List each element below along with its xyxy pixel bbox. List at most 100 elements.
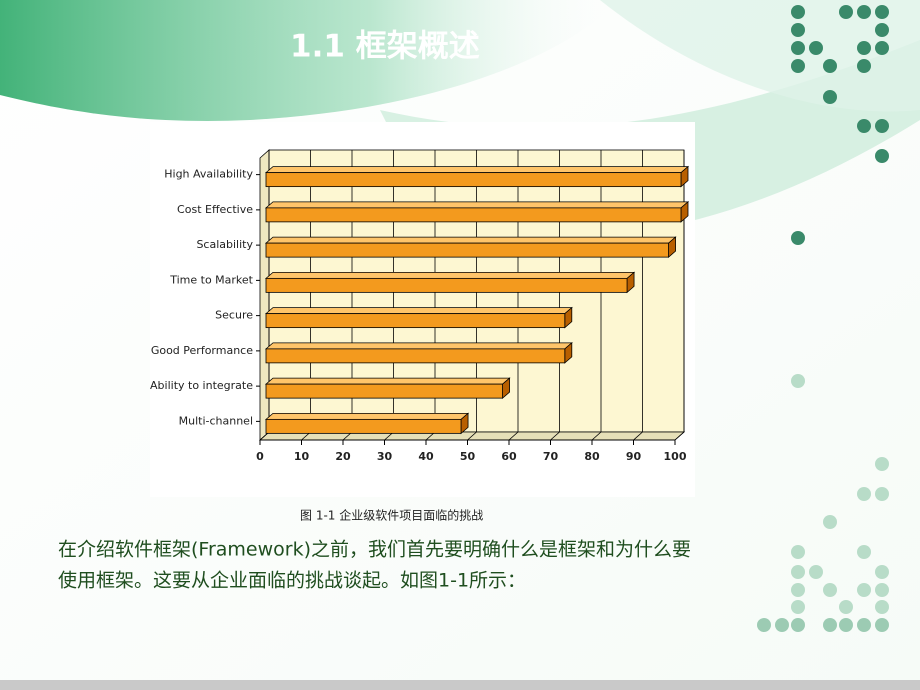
dot [823, 618, 837, 632]
grid-line [508, 431, 519, 441]
x-tick-label: 0 [256, 450, 264, 463]
bar-front [265, 172, 682, 188]
dot [857, 59, 871, 73]
swoosh [600, 0, 920, 112]
dot [875, 565, 889, 579]
grid-line [550, 431, 560, 441]
bar-front [265, 418, 462, 434]
dot [857, 545, 871, 559]
x-tick-label: 50 [460, 450, 476, 463]
bar-front [265, 313, 566, 329]
bar-top [264, 236, 677, 244]
dot [875, 119, 889, 133]
dot [875, 583, 889, 597]
dot [757, 618, 771, 632]
bar [264, 412, 470, 435]
dot [791, 374, 805, 388]
dot [839, 600, 853, 614]
dot [839, 5, 853, 19]
bar [264, 306, 573, 329]
bar [264, 377, 511, 399]
x-tick-label: 40 [418, 450, 434, 463]
bar-front [265, 242, 669, 258]
bar [264, 201, 690, 223]
x-tick-label: 80 [584, 450, 600, 463]
dot [839, 618, 853, 632]
dot [875, 5, 889, 19]
dot [875, 149, 889, 163]
dot [823, 583, 837, 597]
dot [823, 90, 837, 104]
body-text: 在介绍软件框架(Framework)之前，我们首先要明确什么是框架和为什么要 [58, 539, 691, 561]
body-text: 使用框架。这要从企业面临的挑战谈起。如图1-1所示： [58, 570, 526, 592]
grid-line [591, 431, 602, 441]
dot [791, 59, 805, 73]
bar-top [264, 412, 470, 420]
grid-line [633, 431, 643, 441]
dot [791, 618, 805, 632]
dot [875, 41, 889, 55]
dot-pattern [757, 5, 889, 632]
chart: 0 10 20 30 40 50 60 70 80 90 100 High Availability C… [150, 149, 690, 463]
dot [857, 119, 871, 133]
y-tick-label: Secure [215, 309, 253, 322]
dot [857, 5, 871, 19]
bar-front [265, 383, 503, 399]
bar-top [264, 307, 573, 315]
dot [791, 41, 805, 55]
swoosh [0, 0, 620, 121]
y-tick-label: Time to Market [169, 273, 253, 286]
x-tick-label: 30 [377, 450, 393, 463]
bar [264, 271, 636, 294]
x-tick-label: 100 [664, 450, 687, 463]
x-tick-label: 10 [294, 450, 310, 463]
grid-line [674, 431, 685, 441]
dot [791, 565, 805, 579]
dot [823, 59, 837, 73]
bar-top [264, 342, 573, 350]
y-tick-label: Cost Effective [177, 203, 253, 216]
bar-top [264, 271, 636, 279]
y-tick-label: Multi-channel [179, 414, 253, 427]
x-tick-label: 70 [543, 450, 559, 463]
dot [857, 487, 871, 501]
bar-top [264, 201, 690, 209]
dot [791, 545, 805, 559]
dot [791, 5, 805, 19]
dot [857, 41, 871, 55]
dot [875, 618, 889, 632]
chart-caption: 图 1-1 企业级软件项目面临的挑战 [300, 508, 483, 523]
dot [823, 515, 837, 529]
dot [875, 487, 889, 501]
dot [875, 600, 889, 614]
bar [264, 342, 573, 364]
bar-top [264, 377, 511, 385]
bar-front [265, 207, 682, 223]
grid-line [467, 431, 477, 441]
bar-front [265, 348, 566, 364]
footer-bar [0, 680, 920, 690]
dot [775, 618, 789, 632]
dot [791, 583, 805, 597]
dot [809, 565, 823, 579]
dot [857, 618, 871, 632]
bar-top [264, 166, 690, 174]
bar [264, 236, 677, 258]
y-tick-label: Good Performance [151, 344, 253, 357]
bar-front [265, 277, 628, 293]
x-tick-label: 90 [626, 450, 642, 463]
dot [857, 583, 871, 597]
dot [875, 457, 889, 471]
x-tick-label: 60 [501, 450, 517, 463]
dot [875, 23, 889, 37]
y-tick-label: High Availability [164, 168, 253, 181]
y-tick-label: Ability to integrate [150, 379, 253, 392]
bar [264, 165, 690, 188]
y-tick-label: Scalability [196, 238, 253, 251]
dot [791, 600, 805, 614]
dot [791, 231, 805, 245]
x-tick-label: 20 [335, 450, 351, 463]
slide-title: 1.1 框架概述 [290, 29, 480, 65]
dot [791, 23, 805, 37]
